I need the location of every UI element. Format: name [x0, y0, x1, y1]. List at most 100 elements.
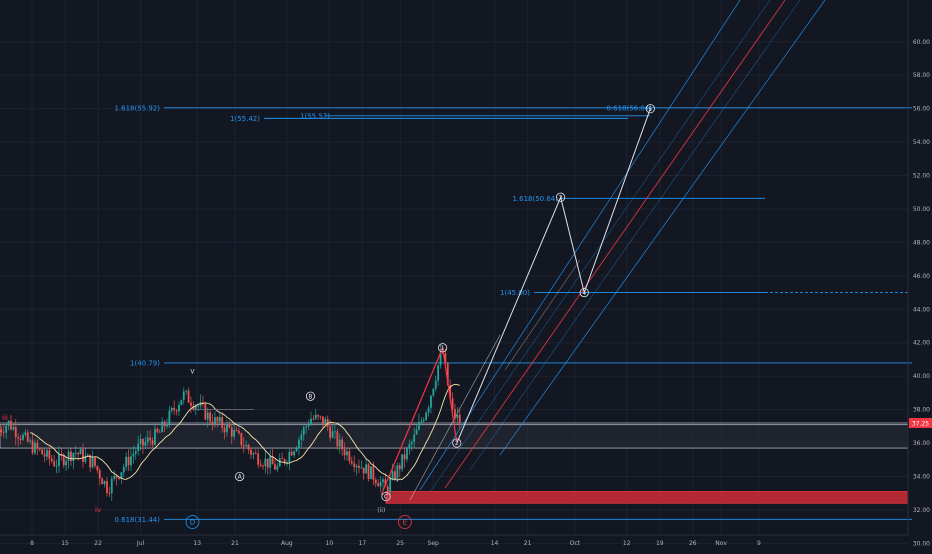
candle-body — [221, 417, 224, 428]
x-tick-label: Nov — [715, 540, 727, 547]
candle-body — [259, 464, 262, 467]
candle-body — [122, 467, 125, 473]
candle-body — [458, 414, 461, 423]
x-tick-label: 9 — [757, 540, 761, 547]
y-tick-label: 42.00 — [913, 340, 930, 347]
cycle-marker-circle — [185, 515, 200, 529]
wave-label-5: 5 — [645, 104, 655, 114]
candle-body — [166, 424, 168, 427]
candle-body — [197, 405, 200, 407]
candle-body — [427, 407, 430, 413]
candle-body — [50, 458, 53, 462]
cycle-marker-e: E — [397, 515, 412, 529]
candle-body — [437, 365, 440, 381]
candle-body — [312, 418, 315, 420]
candle-body — [456, 414, 459, 419]
candle-body — [41, 449, 44, 455]
candle-body — [278, 458, 281, 467]
candle-body — [389, 478, 392, 493]
candle-body — [384, 479, 387, 487]
candle-body — [29, 440, 32, 442]
candle-body — [403, 454, 406, 460]
candle-body — [314, 415, 317, 419]
candle-body — [110, 478, 113, 494]
candle-body — [336, 431, 339, 447]
wave-label-text: A — [238, 474, 243, 481]
x-tick-label: 14 — [491, 540, 499, 547]
y-tick-label: 38.00 — [913, 407, 930, 414]
candle-body — [108, 493, 111, 494]
candle-body — [317, 415, 320, 417]
candle-body — [58, 453, 60, 466]
fib-level-label: 0.618(31.44) — [114, 516, 160, 524]
wave-label-3: 3 — [556, 192, 566, 202]
candle-body — [223, 427, 226, 433]
candle-body — [250, 449, 252, 455]
wave-label-c: C — [381, 491, 391, 502]
candle-body — [228, 424, 231, 428]
candle-body — [161, 421, 164, 433]
candle-body — [204, 404, 207, 420]
candle-body — [31, 440, 34, 454]
candle-body — [274, 464, 276, 470]
y-tick-label: 46.00 — [913, 273, 930, 280]
candle-body — [377, 483, 380, 487]
wave-label-circle — [452, 438, 462, 448]
fib-level-label: 1(55.42) — [230, 115, 260, 123]
candle-body — [391, 471, 394, 479]
candle-body — [94, 457, 96, 467]
y-tick-label: 52.00 — [913, 173, 930, 180]
wave-label-2: 2 — [452, 438, 462, 448]
candle-body — [341, 439, 344, 450]
candle-body — [125, 456, 128, 468]
candle-body — [367, 464, 370, 480]
candle-body — [118, 478, 120, 479]
candle-body — [269, 456, 272, 468]
candle-body — [322, 416, 324, 425]
candle-body — [276, 466, 279, 470]
candle-body — [77, 452, 80, 455]
wave-label-text: 2 — [455, 440, 459, 447]
fib-levels: 1.618(55.92) 1(55.42) 1(55.57) 0.618(56.04)… — [114, 104, 912, 524]
candle-body — [24, 432, 27, 435]
channel-line — [469, 0, 801, 471]
candle-body — [214, 417, 216, 426]
candle-body — [190, 402, 192, 406]
wave-label-iv: iv — [95, 506, 101, 514]
y-tick-label: 56.00 — [913, 106, 930, 113]
y-tick-label: 44.00 — [913, 306, 930, 313]
candle-body — [252, 453, 255, 455]
candle-body — [173, 407, 176, 411]
candle-body — [151, 440, 154, 445]
wave-label-text: (ii) — [377, 507, 385, 514]
fib-level-label: 0.618(56.04) — [606, 104, 652, 112]
candle-body — [379, 482, 382, 487]
candle-body — [17, 437, 20, 439]
channel-line — [429, 0, 771, 493]
candle-body — [130, 456, 132, 466]
wave-label-circle — [556, 192, 566, 202]
candle-body — [283, 459, 286, 463]
candle-body — [370, 466, 372, 480]
candle-body — [163, 421, 166, 427]
candle-body — [46, 450, 48, 457]
wave-label-1: 1 — [438, 343, 448, 353]
candle-body — [410, 441, 413, 445]
candle-body — [238, 430, 240, 434]
candle-body — [247, 444, 250, 450]
candle-body — [420, 421, 423, 423]
candle-body — [254, 453, 257, 454]
candle-body — [26, 432, 29, 442]
fib-level-label: 1(55.57) — [300, 112, 330, 120]
candle-body — [149, 437, 152, 441]
candle-body — [91, 457, 94, 468]
x-tick-label: 19 — [656, 540, 664, 547]
candle-body — [127, 456, 130, 466]
candle-body — [170, 407, 173, 411]
candle-body — [398, 465, 401, 470]
candle-body — [96, 466, 99, 471]
candle-body — [454, 409, 456, 419]
